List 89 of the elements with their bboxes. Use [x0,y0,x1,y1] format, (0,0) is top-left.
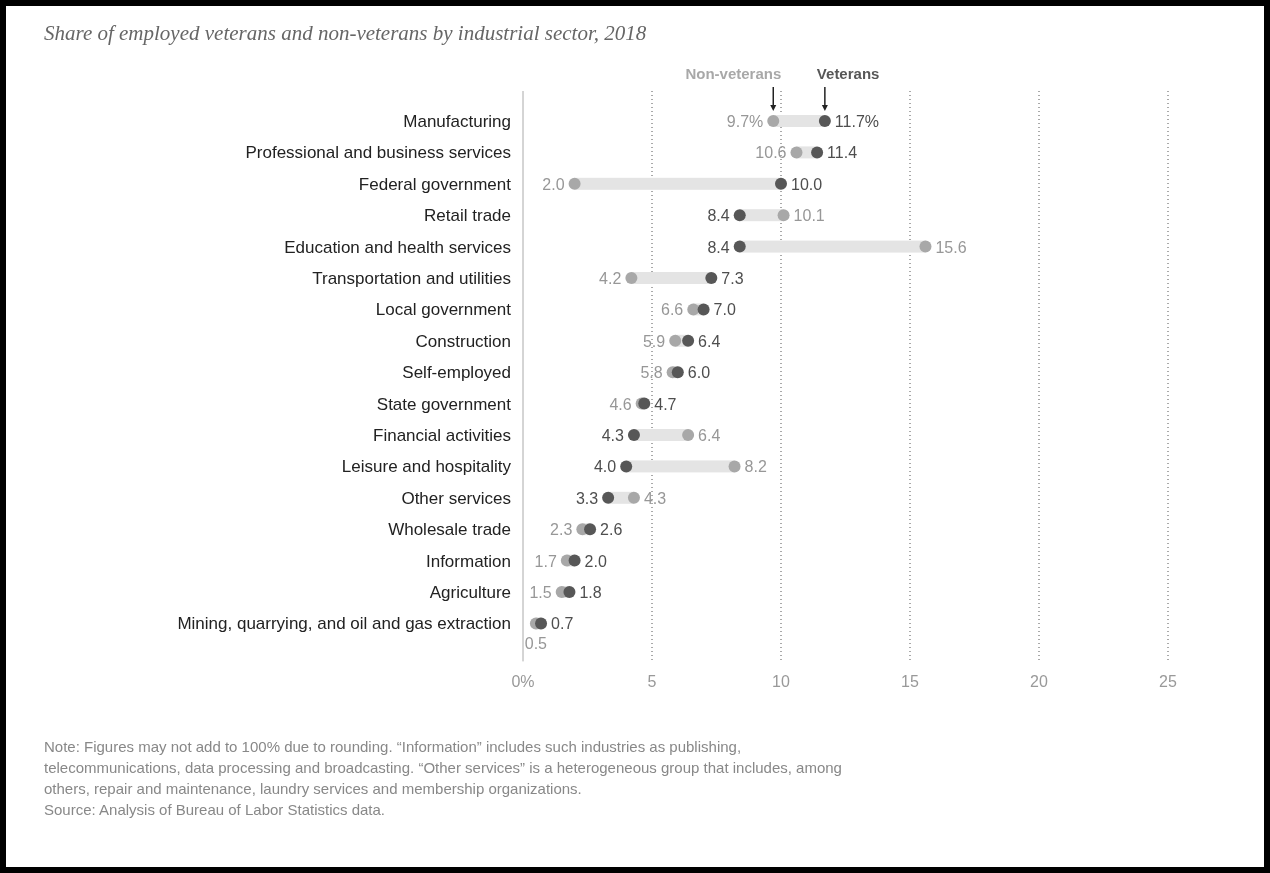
point [697,303,710,316]
data-label: 8.2 [744,458,767,476]
point [682,334,695,347]
point [767,115,780,127]
text: Veterans [816,65,880,82]
data-label: 4.3 [643,489,667,507]
y-tick-label: Retail trade [424,206,511,226]
data-label: 10.6 [755,144,787,162]
data-label: 4.6 [609,395,632,413]
data-label: 4.2 [599,270,622,287]
data-label: 6.4 [698,427,721,444]
text: Note: Figures may not add to 100% due to rounding. “Information” includes such industries as publishing, telecommunications, data processing and broadcasting. “Other services” is a heterogeneous group that includes, among others, repair and maintenance, laundry services and membership organizations. [44,738,842,797]
data-label: 4.7 [654,395,677,413]
point [625,272,638,284]
data-label: 6.0 [687,364,711,382]
data-label: 10.0 [791,175,823,193]
y-tick-label: Self-employed [402,363,511,383]
data-label: 1.5 [529,584,552,601]
data-label: 15.6 [935,238,967,256]
text: Non-veterans [685,65,782,82]
point [669,334,682,347]
data-label: 1.8 [579,584,602,601]
point [687,303,700,316]
y-tick-label: Construction [415,331,511,351]
data-label: 0.7 [551,615,574,633]
data-label: 4.0 [593,458,617,476]
point [790,146,803,159]
data-label: 7.0 [713,301,736,319]
point [811,146,824,159]
data-label: 2.0 [584,552,607,570]
y-tick-label: State government [376,394,512,414]
data-label: 5.9 [642,332,666,350]
point [919,240,932,253]
point [568,554,581,567]
point [818,115,831,127]
point [777,209,790,222]
data-label: 6.4 [698,332,721,350]
data-label: 11.7% [834,113,880,130]
point [671,366,684,379]
text: Share of employed veterans and non-veterans by industrial sector, 2018 [44,21,647,45]
point [682,429,695,441]
point [775,177,787,190]
data-label: 4.3 [601,427,625,444]
y-tick-label: Wholesale trade [388,520,511,540]
y-tick-label: Manufacturing [403,112,511,131]
point [535,617,548,630]
data-label: 2.6 [600,521,623,539]
point [602,491,615,504]
point [733,209,746,222]
y-tick-label: Transportation and utilities [312,269,511,288]
y-tick-label: Mining, quarrying, and oil and gas extraction [177,614,511,634]
y-tick-label: Education and health services [284,237,511,257]
data-label: 9.7% [726,113,764,130]
point [705,272,718,284]
y-tick-label: Information [425,551,511,571]
data-label: 11.4 [827,144,858,162]
source-note: Source: Analysis of Bureau of Labor Statistics data. [44,801,386,818]
point [728,460,741,473]
point [733,240,746,253]
y-tick-label: Federal government [358,174,512,194]
data-label: 10.1 [793,207,825,225]
point [568,177,581,190]
x-tick-label: 10 [772,673,790,691]
data-label: 5.8 [640,364,663,382]
y-tick-label: Agriculture [429,583,511,602]
y-tick-label: Other services [401,488,511,508]
data-label: 0.5 [524,635,548,653]
data-label: 2.3 [550,521,573,539]
point [563,586,576,598]
data-label: 8.4 [707,238,730,256]
data-label: 8.4 [707,207,730,225]
point [627,429,640,441]
data-label: 6.6 [661,301,684,319]
point [620,460,633,473]
x-tick-label: 5 [647,673,657,691]
data-label: 7.3 [721,270,744,287]
data-label: 1.7 [534,552,557,570]
x-tick-label: 25 [1159,673,1177,691]
data-label: 3.3 [575,489,599,507]
x-tick-label: 0% [511,673,535,691]
x-tick-label: 15 [901,673,919,691]
y-tick-label: Professional and business services [245,143,511,163]
y-tick-label: Leisure and hospitality [341,457,512,477]
point [584,523,597,536]
x-tick-label: 20 [1030,673,1048,691]
data-label: 2.0 [542,175,565,193]
y-tick-label: Local government [375,300,512,320]
y-tick-label: Financial activities [373,426,511,445]
point [627,491,640,504]
